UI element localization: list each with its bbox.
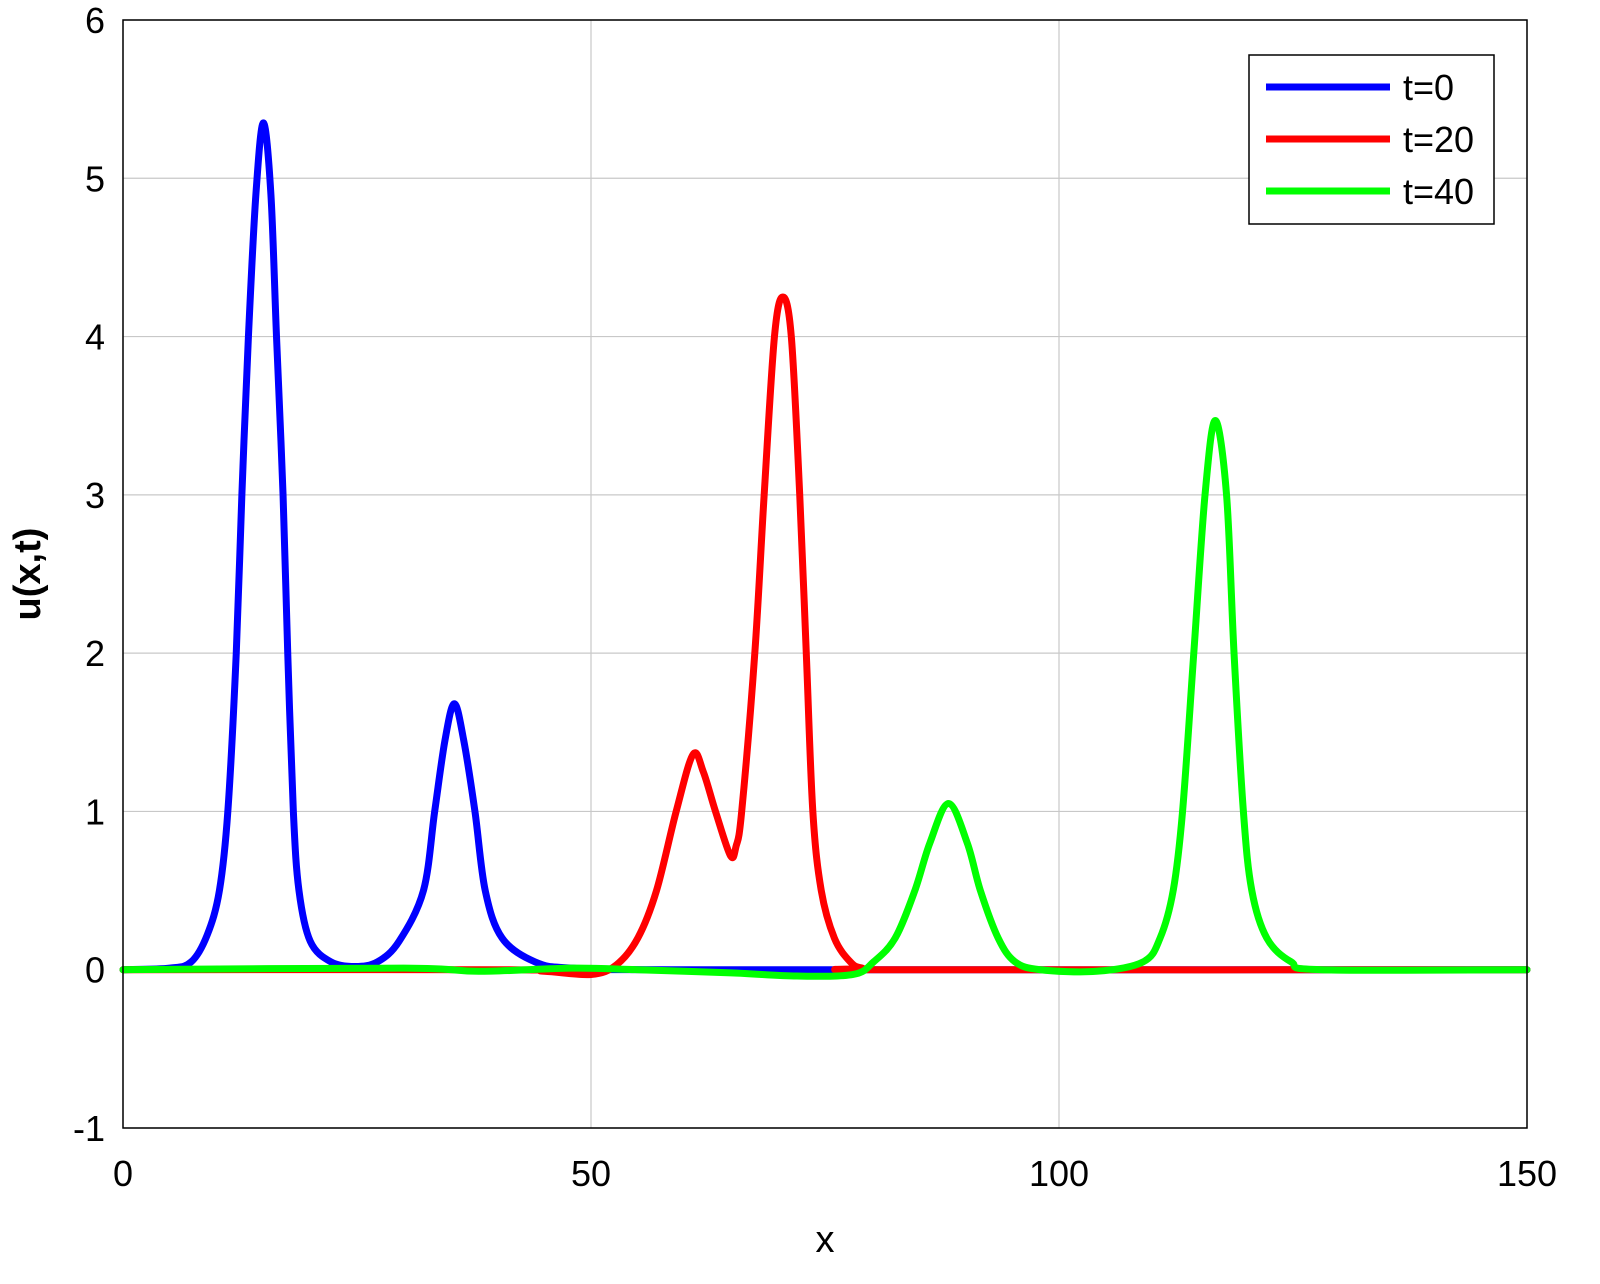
- x-axis-label: x: [816, 1219, 835, 1261]
- legend-label: t=20: [1403, 119, 1474, 160]
- x-tick-label: 0: [113, 1153, 133, 1194]
- x-tick-labels: 0 50 100 150: [113, 1153, 1557, 1194]
- y-tick-label: 1: [85, 791, 105, 832]
- y-tick-label: 6: [85, 0, 105, 41]
- y-tick-label: 4: [85, 317, 105, 358]
- x-tick-label: 150: [1497, 1153, 1557, 1194]
- y-tick-label: 0: [85, 950, 105, 991]
- plot-frame: [122, 19, 1528, 1129]
- y-tick-label: 3: [85, 475, 105, 516]
- y-tick-labels: -1 0 1 2 3 4 5 6: [73, 0, 105, 1149]
- legend-label: t=0: [1403, 67, 1454, 108]
- x-tick-label: 50: [571, 1153, 611, 1194]
- y-tick-label: 5: [85, 158, 105, 199]
- y-tick-label: -1: [73, 1108, 105, 1149]
- y-axis-label: u(x,t): [7, 528, 49, 621]
- series-line-t-40: [119, 416, 1531, 980]
- series-line-t-20: [119, 293, 1531, 979]
- legend: t=0 t=20 t=40: [1248, 54, 1495, 225]
- series-lines: [119, 119, 1531, 980]
- series-line-t-0: [119, 119, 1531, 974]
- x-tick-label: 100: [1029, 1153, 1089, 1194]
- y-tick-label: 2: [85, 633, 105, 674]
- legend-label: t=40: [1403, 171, 1474, 212]
